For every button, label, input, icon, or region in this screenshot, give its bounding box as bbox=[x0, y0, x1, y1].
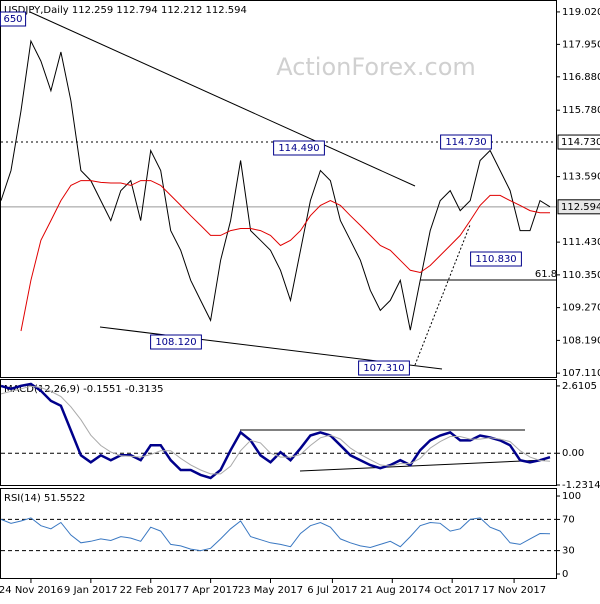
macd-frame bbox=[0, 379, 557, 486]
series-line bbox=[0, 382, 551, 480]
series-line bbox=[20, 180, 550, 332]
annotation-box bbox=[150, 334, 202, 350]
trendline bbox=[414, 224, 471, 366]
annotation-box bbox=[358, 360, 410, 376]
level-label: 114.730 bbox=[561, 137, 600, 148]
panel-title: RSI(14) 51.5522 bbox=[4, 493, 85, 504]
y-tick-label: 113.590 bbox=[562, 172, 600, 183]
level-box bbox=[557, 134, 600, 150]
y-tick-label: 0 bbox=[562, 569, 568, 580]
y-tick-label: 108.190 bbox=[562, 335, 600, 346]
annotation: 114.730 bbox=[445, 137, 486, 148]
panel-title: USDJPY,Daily 112.259 112.794 112.212 112… bbox=[4, 5, 247, 16]
y-tick-label: 2.6105 bbox=[562, 381, 597, 392]
y-tick-label: 109.270 bbox=[562, 303, 600, 314]
x-tick-label: 7 Apr 2017 bbox=[183, 585, 238, 596]
x-tick-label: 6 Jul 2017 bbox=[307, 585, 357, 596]
macd-trendline bbox=[299, 459, 546, 472]
series-line bbox=[0, 385, 551, 475]
annotation: 107.310 bbox=[363, 363, 404, 374]
x-tick-label: 17 Nov 2017 bbox=[482, 585, 546, 596]
y-tick-label: 119.020 bbox=[562, 7, 600, 18]
y-tick-label: 0.00 bbox=[562, 448, 584, 459]
annotation: 61.8 bbox=[535, 269, 557, 280]
y-tick-label: 107.110 bbox=[562, 368, 600, 379]
y-tick-label: 117.950 bbox=[562, 39, 600, 50]
y-tick-label: 115.780 bbox=[562, 105, 600, 116]
annotation-box bbox=[440, 134, 492, 150]
y-tick-label: 100 bbox=[562, 491, 581, 502]
x-tick-label: 22 Feb 2017 bbox=[120, 585, 182, 596]
series-line bbox=[0, 39, 551, 331]
y-tick-label: 70 bbox=[562, 514, 575, 525]
x-tick-label: 4 Oct 2017 bbox=[424, 585, 479, 596]
annotation: 650 bbox=[3, 14, 22, 25]
watermark: ActionForex.com bbox=[276, 53, 476, 81]
y-tick-label: -1.2314 bbox=[562, 480, 600, 491]
annotation-box bbox=[0, 11, 27, 27]
annotation-box bbox=[273, 140, 325, 156]
price-frame bbox=[0, 0, 557, 378]
annotation: 110.830 bbox=[475, 254, 516, 265]
level-label: 112.594 bbox=[561, 202, 600, 213]
trendline bbox=[29, 11, 416, 187]
annotation: 108.120 bbox=[155, 337, 196, 348]
annotation: 114.490 bbox=[278, 143, 319, 154]
level-box bbox=[557, 199, 600, 215]
y-tick-label: 116.880 bbox=[562, 72, 600, 83]
x-tick-label: 24 Nov 2016 bbox=[0, 585, 63, 596]
y-tick-label: 110.350 bbox=[562, 270, 600, 281]
y-tick-label: 30 bbox=[562, 546, 575, 557]
x-tick-label: 23 May 2017 bbox=[238, 585, 303, 596]
annotation-box bbox=[470, 251, 522, 267]
series-line bbox=[0, 517, 551, 552]
rsi-frame bbox=[0, 488, 557, 579]
x-tick-label: 21 Aug 2017 bbox=[360, 585, 424, 596]
x-tick-label: 9 Jan 2017 bbox=[64, 585, 118, 596]
panel-title: MACD(12,26,9) -0.1551 -0.3135 bbox=[4, 384, 164, 395]
y-tick-label: 111.430 bbox=[562, 237, 600, 248]
